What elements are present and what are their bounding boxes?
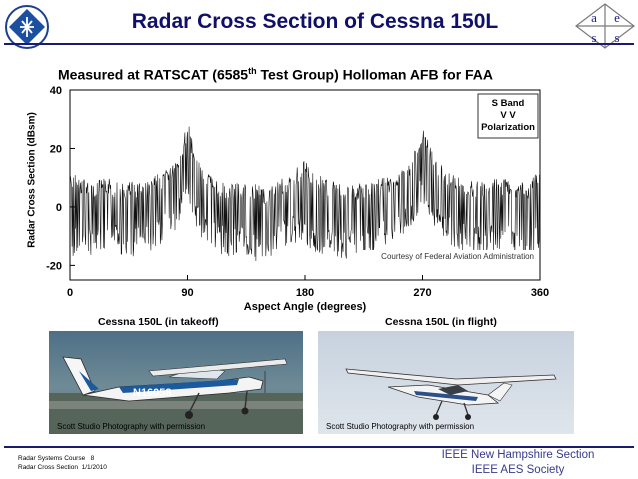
- tail-number: N16058: [133, 387, 172, 399]
- aes-logo-letter: s: [614, 30, 619, 45]
- x-tick-label: 0: [67, 287, 73, 299]
- ieee-logo: [5, 5, 49, 49]
- footer-course-info: Radar Systems Course 8 Radar Cross Secti…: [18, 454, 107, 472]
- footer-course: Radar Systems Course: [18, 455, 86, 462]
- flight-scene: Scott Studio Photography with permission: [318, 331, 574, 434]
- subtitle-prefix: Measured at RATSCAT (6585: [58, 66, 249, 83]
- legend-entry: S Band: [492, 98, 525, 109]
- chart-subtitle: Measured at RATSCAT (6585th Test Group) …: [58, 66, 578, 83]
- y-tick-label: 40: [50, 85, 62, 97]
- aes-logo-letter: e: [614, 10, 620, 25]
- y-tick-label: -20: [46, 260, 62, 272]
- footer-org-line-2: IEEE AES Society: [471, 464, 565, 476]
- photo-credit-flight: Scott Studio Photography with permission: [326, 422, 474, 431]
- annotation-bg: [362, 250, 536, 262]
- footer-line-2: Radar Cross Section 1/1/2010: [18, 463, 107, 472]
- aes-logo: a e s s: [575, 3, 635, 49]
- x-tick-label: 360: [531, 287, 549, 299]
- footer-date: 1/1/2010: [81, 464, 107, 471]
- plot-frame: [69, 89, 541, 281]
- title-divider: [4, 43, 634, 45]
- cessna-airplane-icon: [345, 368, 557, 420]
- footer-org-line-1: IEEE New Hampshire Section: [441, 449, 595, 461]
- x-tick-label: 270: [413, 287, 431, 299]
- x-tick-label: 180: [296, 287, 314, 299]
- x-tick-label: 90: [181, 287, 193, 299]
- footer-page: 8: [90, 455, 95, 462]
- footer-organization: IEEE New Hampshire Section IEEE AES Soci…: [420, 448, 616, 478]
- legend-box: [477, 93, 539, 139]
- footer-divider: [4, 446, 634, 448]
- aes-logo-letter: a: [591, 10, 597, 25]
- subtitle-suffix: Test Group) Holloman AFB for FAA: [256, 66, 494, 83]
- photo-cessna-takeoff: N16058 Scott Studio Photography with per…: [49, 331, 303, 434]
- rcs-trace: [69, 126, 541, 262]
- aes-logo-letter: s: [591, 30, 596, 45]
- takeoff-scene: N16058 Scott Studio Photography with per…: [49, 331, 303, 434]
- footer-topic: Radar Cross Section: [18, 464, 78, 471]
- footer-line-1: Radar Systems Course 8: [18, 454, 107, 463]
- subtitle-superscript: th: [248, 66, 257, 76]
- photo-cessna-flight: Scott Studio Photography with permission: [318, 331, 574, 434]
- rcs-chart: 40 20 0 -20 0 90 180 270 360 Aspect Angle (degree…: [46, 85, 549, 313]
- slide-title: Radar Cross Section of Cessna 150L: [131, 10, 499, 33]
- y-tick-label: 0: [56, 202, 62, 214]
- photo-credit-takeoff: Scott Studio Photography with permission: [57, 422, 205, 431]
- legend-entry: Polarization: [481, 122, 535, 133]
- y-tick-label: 20: [50, 143, 62, 155]
- caption-takeoff: Cessna 150L (in takeoff): [98, 316, 219, 328]
- chart-annotation: Courtesy of Federal Aviation Administrat…: [381, 252, 534, 261]
- legend-entry: V V: [500, 110, 516, 121]
- x-axis-label: Aspect Angle (degrees): [244, 301, 367, 313]
- cessna-airplane-icon: N16058: [62, 356, 288, 419]
- caption-flight: Cessna 150L (in flight): [385, 316, 497, 328]
